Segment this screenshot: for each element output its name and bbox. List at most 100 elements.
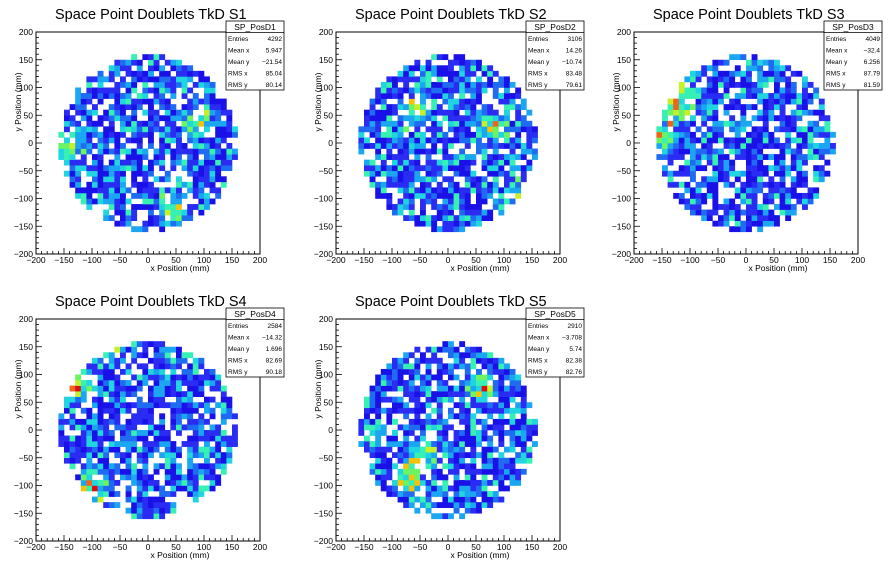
- heatmap-cells: [58, 54, 238, 233]
- heatmap-cell: [420, 407, 426, 414]
- heatmap-cell: [215, 137, 222, 144]
- stats-name: SP_PosD1: [234, 22, 276, 32]
- heatmap-cell: [142, 170, 149, 177]
- heatmap-cell: [204, 154, 210, 160]
- heatmap-cell: [170, 65, 177, 72]
- stats-row-value: 5.74: [569, 346, 582, 353]
- heatmap-cell: [459, 441, 466, 447]
- heatmap-cell: [103, 143, 110, 149]
- heatmap-cell: [120, 165, 126, 172]
- heatmap-cell: [431, 441, 438, 447]
- y-tick-label: −200: [14, 536, 33, 546]
- heatmap-cell: [504, 143, 510, 149]
- stats-row-value: 82.69: [266, 358, 283, 365]
- heatmap-cell: [220, 154, 227, 160]
- heatmap-cell: [92, 198, 98, 205]
- heatmap-cell: [176, 204, 182, 210]
- heatmap-cell: [170, 120, 177, 127]
- heatmap-cell: [86, 192, 93, 199]
- heatmap-cell: [498, 204, 505, 210]
- heatmap-cell: [414, 137, 421, 144]
- heatmap-cell: [136, 204, 143, 210]
- heatmap-cell: [136, 507, 143, 514]
- heatmap-cell: [408, 385, 415, 392]
- heatmap-cell: [148, 452, 154, 459]
- heatmap-cell: [818, 115, 825, 122]
- heatmap-cell: [762, 165, 769, 172]
- heatmap-cell: [386, 131, 393, 138]
- heatmap-cell: [414, 143, 421, 149]
- heatmap-cell: [176, 76, 182, 83]
- heatmap-cell: [108, 407, 115, 414]
- heatmap-cell: [159, 204, 166, 210]
- heatmap-cell: [198, 115, 205, 122]
- heatmap-cell: [215, 187, 222, 194]
- heatmap-cell: [459, 430, 466, 436]
- x-axis-label: x Position (mm): [450, 550, 509, 560]
- heatmap-cell: [504, 81, 510, 88]
- heatmap-cell: [751, 209, 758, 216]
- heatmap-cell: [459, 407, 466, 414]
- heatmap-cell: [476, 220, 482, 227]
- heatmap-cell: [712, 70, 719, 77]
- heatmap-cell: [762, 126, 769, 133]
- heatmap-cell: [470, 346, 477, 353]
- heatmap-cell: [690, 209, 696, 216]
- heatmap-cell: [69, 115, 76, 122]
- heatmap-cell: [92, 424, 98, 431]
- heatmap-cell: [464, 363, 471, 370]
- heatmap-cell: [520, 435, 527, 442]
- y-tick-label: 150: [617, 55, 631, 65]
- heatmap-cell: [114, 380, 121, 386]
- heatmap-cell: [181, 109, 188, 116]
- heatmap-cell: [442, 446, 449, 453]
- heatmap-cell: [408, 491, 415, 497]
- heatmap-cell: [226, 131, 233, 138]
- heatmap-cell: [108, 159, 115, 166]
- heatmap-cell: [386, 81, 393, 88]
- heatmap-cell: [148, 446, 154, 453]
- heatmap-cell: [678, 165, 685, 172]
- heatmap-cell: [198, 70, 205, 77]
- heatmap-cell: [515, 468, 522, 475]
- heatmap-cell: [142, 176, 149, 183]
- heatmap-cell: [734, 54, 741, 61]
- y-tick-label: −50: [319, 166, 334, 176]
- heatmap-cell: [187, 87, 194, 94]
- heatmap-cell: [813, 170, 820, 177]
- heatmap-cell: [403, 441, 410, 447]
- heatmap-cell: [695, 126, 702, 133]
- heatmap-cell: [431, 187, 438, 194]
- heatmap-cell: [232, 148, 238, 155]
- heatmap-cell: [718, 176, 724, 183]
- heatmap-cell: [226, 457, 233, 464]
- heatmap-cell: [97, 148, 104, 155]
- heatmap-cell: [125, 468, 132, 475]
- heatmap-cell: [436, 457, 443, 464]
- heatmap-cell: [408, 441, 415, 447]
- heatmap-cell: [729, 170, 736, 177]
- heatmap-cell: [425, 391, 432, 397]
- heatmap-cell: [392, 396, 398, 403]
- heatmap-cell: [701, 209, 708, 216]
- x-tick-label: 0: [744, 255, 749, 265]
- heatmap-cell: [181, 352, 188, 359]
- heatmap-cell: [442, 479, 449, 486]
- heatmap-cell: [492, 468, 499, 475]
- heatmap-cell: [807, 93, 814, 99]
- heatmap-cell: [408, 396, 415, 403]
- heatmap-cell: [153, 374, 160, 381]
- heatmap-cell: [375, 126, 382, 133]
- heatmap-cell: [181, 441, 188, 447]
- heatmap-cell: [436, 104, 443, 110]
- heatmap-cell: [164, 474, 171, 481]
- heatmap-cell: [108, 65, 115, 72]
- heatmap-cell: [436, 137, 443, 144]
- heatmap-cell: [375, 413, 382, 420]
- x-tick-label: 50: [471, 542, 481, 552]
- heatmap-cell: [464, 485, 471, 492]
- heatmap-cell: [153, 126, 160, 133]
- heatmap-cell: [790, 70, 797, 77]
- heatmap-cell: [492, 391, 499, 397]
- heatmap-cell: [131, 59, 138, 66]
